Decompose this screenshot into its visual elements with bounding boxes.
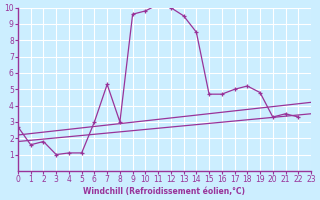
X-axis label: Windchill (Refroidissement éolien,°C): Windchill (Refroidissement éolien,°C) (84, 187, 245, 196)
